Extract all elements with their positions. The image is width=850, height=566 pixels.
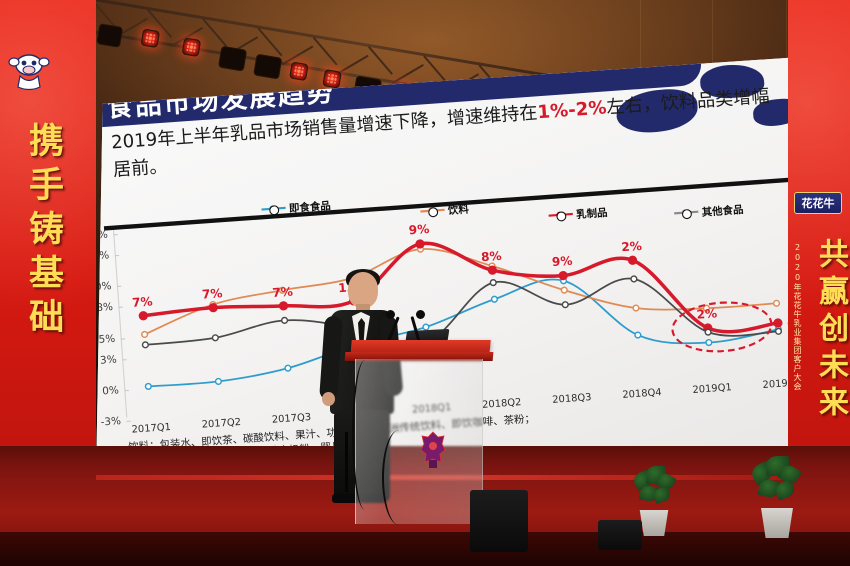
microphone-left-head (386, 310, 395, 319)
x-axis-tick-label: 2017Q2 (201, 417, 242, 431)
chart-data-point (773, 318, 783, 328)
x-axis-tick-label: 2018Q2 (481, 397, 522, 412)
speaker-head (348, 272, 378, 308)
chart-line-series (144, 277, 780, 346)
right-banner-sub-text: 2020年花花牛乳业集团客户大会 (793, 243, 802, 391)
chart-data-point (144, 382, 152, 390)
chart-data-label: 9% (551, 254, 573, 270)
right-banner-main-text: 共赢创未来 (813, 238, 848, 423)
chart-data-point (141, 341, 149, 349)
y-axis-tick-label: 0% (101, 384, 120, 398)
chart-data-point (702, 304, 710, 312)
chart-data-point (774, 327, 783, 335)
y-axis-tick-label: 5% (98, 332, 116, 346)
line-chart: 15% 13% 10% 8% 5% 3% 0% -3% 2017Q1 2017Q2 2017Q3 2… (96, 177, 808, 436)
x-axis-tick-label: 2017Q1 (131, 422, 172, 436)
microphone-cable (352, 360, 378, 510)
chart-data-point (208, 303, 218, 313)
power-cable (382, 430, 416, 525)
chart-data-label: 8% (480, 248, 503, 265)
bullet-highlight: 1%-2% (536, 96, 608, 123)
huahuaniu-brand-logo: 花花牛 (794, 192, 842, 214)
x-axis-tick-label: 2017Q3 (271, 412, 312, 427)
chart-data-point (214, 377, 222, 386)
plant-pot (639, 510, 669, 536)
chart-data-point (211, 334, 219, 342)
chart-data-point (415, 239, 425, 249)
chart-data-point (634, 331, 642, 339)
decorative-plant-left (631, 466, 677, 536)
stage-light (289, 61, 309, 82)
y-axis-tick (126, 421, 131, 423)
floor-monitor (598, 520, 642, 550)
stage-light (217, 45, 248, 72)
speaker-leg-split (345, 432, 348, 492)
stage-light (181, 37, 202, 57)
left-banner-text: 携手铸基础 (23, 122, 63, 342)
chart-data-point (704, 328, 712, 336)
stage-light (96, 23, 124, 48)
stage-light (140, 28, 161, 49)
chart-data-point (632, 304, 640, 312)
legend-marker-icon (261, 203, 286, 213)
chart-data-label: 9% (408, 222, 430, 239)
chart-data-label: 7% (271, 284, 294, 300)
stage-light (322, 69, 342, 89)
chart-data-label: 2% (620, 238, 643, 255)
slide-content: 食品市场发展趋势 2019年上半年乳品市场销售量增速下降，增速维持在1%-2%左… (96, 55, 830, 480)
plant-pot (761, 508, 793, 538)
chart-data-point (487, 265, 497, 275)
chart-line-series (147, 278, 780, 388)
x-axis-tick-label: 2019Q1 (692, 382, 733, 397)
y-axis-tick-label: 3% (99, 353, 118, 367)
chart-data-point (560, 286, 568, 294)
stage-light (253, 53, 283, 80)
chart-data-point (705, 338, 713, 347)
chart-plot-area (138, 239, 783, 390)
chart-data-point (141, 330, 149, 339)
podium-crest-emblem (420, 431, 446, 468)
stage-front-edge (0, 532, 850, 566)
speaker-shoe-left (332, 494, 360, 503)
chart-line-dairy (141, 241, 780, 334)
chart-data-label: 7% (201, 286, 223, 302)
chart-data-label: 7% (131, 294, 154, 310)
decorative-plant-right (748, 456, 803, 538)
cow-mascot-logo-icon (8, 54, 50, 90)
speaker-tie (358, 318, 365, 352)
chart-data-point (561, 301, 569, 309)
chart-data-point (280, 316, 289, 324)
x-axis-tick-label: 2018Q4 (622, 387, 663, 402)
chart-data-point (558, 270, 568, 281)
chart-data-point (772, 299, 781, 307)
chart-data-point (630, 275, 638, 283)
y-axis-tick-label: -3% (100, 415, 122, 430)
speaker-left-hand (322, 392, 335, 406)
chart-data-point (489, 279, 497, 287)
chart-data-point (284, 364, 292, 372)
speaker-neck (356, 304, 370, 314)
chart-data-point (278, 286, 286, 294)
microphone-right-head (416, 310, 425, 319)
chart-data-point (138, 311, 148, 321)
chart-data-point (627, 255, 638, 265)
chart-data-point (490, 295, 498, 303)
x-axis-tick-label: 2018Q3 (551, 392, 592, 407)
stage-speaker-cabinet (470, 490, 528, 552)
chart-data-point (278, 301, 289, 311)
projection-screen: 食品市场发展趋势 2019年上半年乳品市场销售量增速下降，增速维持在1%-2%左… (96, 55, 830, 480)
